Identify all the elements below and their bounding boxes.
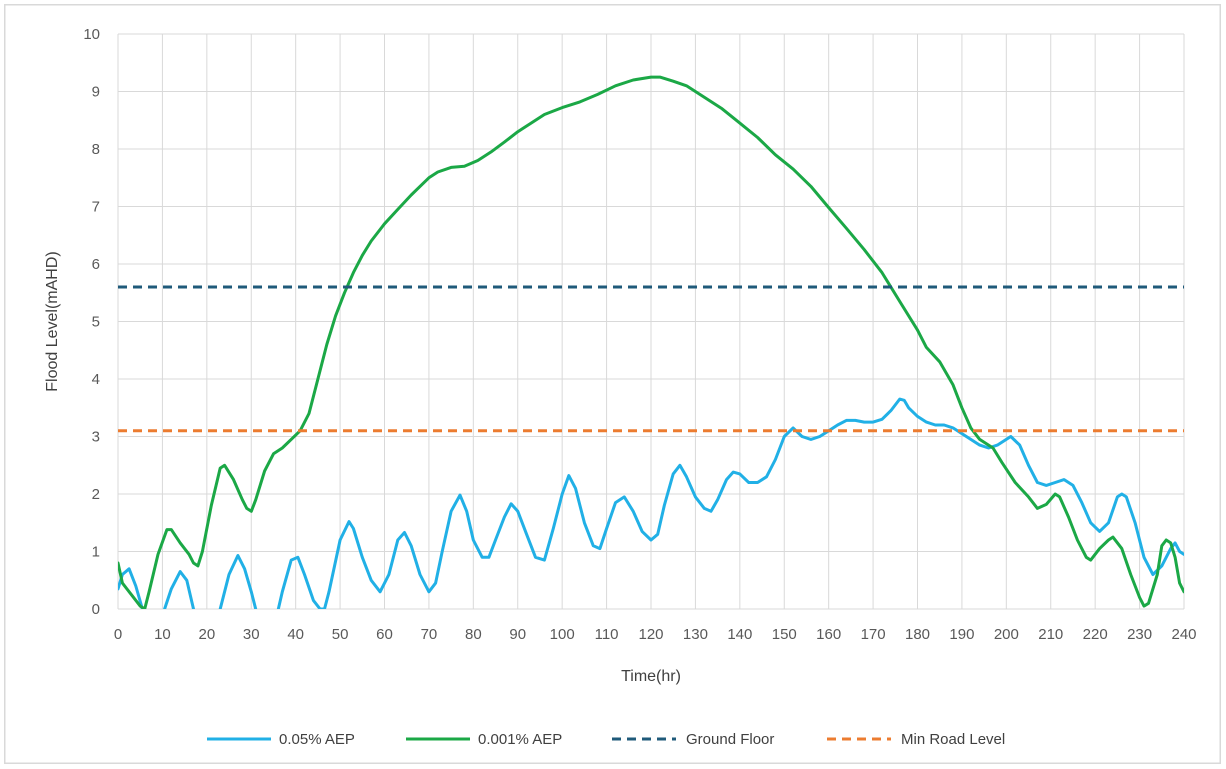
x-tick-label: 100 xyxy=(550,626,575,643)
x-tick-label: 130 xyxy=(683,626,708,643)
series-line-0-001-aep xyxy=(118,75,1184,609)
x-tick-label: 10 xyxy=(154,626,171,643)
legend-label: 0.001% AEP xyxy=(478,731,562,748)
y-tick-label: 1 xyxy=(92,544,100,561)
x-tick-label: 80 xyxy=(465,626,482,643)
legend: 0.05% AEP 0.001% AEP Ground Floor Min Road … xyxy=(207,731,1005,748)
x-tick-label: 220 xyxy=(1083,626,1108,643)
x-tick-label: 160 xyxy=(816,626,841,643)
y-axis-ticks: 0 1 2 3 4 5 6 7 8 9 10 xyxy=(83,26,100,618)
x-tick-label: 70 xyxy=(421,626,438,643)
x-tick-label: 30 xyxy=(243,626,260,643)
x-tick-label: 120 xyxy=(638,626,663,643)
x-tick-label: 150 xyxy=(772,626,797,643)
x-tick-label: 140 xyxy=(727,626,752,643)
y-tick-label: 10 xyxy=(83,26,100,43)
x-tick-label: 20 xyxy=(198,626,215,643)
x-tick-label: 170 xyxy=(861,626,886,643)
y-tick-label: 6 xyxy=(92,256,100,273)
x-axis-title: Time(hr) xyxy=(621,668,681,685)
legend-item: Ground Floor xyxy=(612,731,774,748)
legend-label: Ground Floor xyxy=(686,731,774,748)
x-axis-ticks: 0 10 20 30 40 50 60 70 80 90 100 110 120 130 140 150 160… xyxy=(114,626,1197,643)
plot-series xyxy=(118,75,1184,609)
legend-label: Min Road Level xyxy=(901,731,1005,748)
x-tick-label: 0 xyxy=(114,626,122,643)
x-tick-label: 200 xyxy=(994,626,1019,643)
x-tick-label: 110 xyxy=(595,626,619,643)
y-tick-label: 0 xyxy=(92,601,100,618)
x-tick-label: 40 xyxy=(287,626,304,643)
y-tick-label: 3 xyxy=(92,429,100,446)
x-tick-label: 60 xyxy=(376,626,393,643)
legend-item: Min Road Level xyxy=(827,731,1005,748)
gridlines xyxy=(117,33,1185,610)
legend-label: 0.05% AEP xyxy=(279,731,355,748)
legend-item: 0.05% AEP xyxy=(207,731,355,748)
x-tick-label: 190 xyxy=(949,626,974,643)
y-tick-label: 2 xyxy=(92,486,100,503)
y-tick-label: 9 xyxy=(92,84,100,101)
x-tick-label: 210 xyxy=(1038,626,1063,643)
series-line-0-05-aep xyxy=(118,397,1184,609)
x-tick-label: 240 xyxy=(1171,626,1196,643)
y-tick-label: 7 xyxy=(92,199,100,216)
x-tick-label: 230 xyxy=(1127,626,1152,643)
y-tick-label: 8 xyxy=(92,141,100,158)
y-tick-label: 5 xyxy=(92,314,100,331)
x-tick-label: 50 xyxy=(332,626,349,643)
x-tick-label: 180 xyxy=(905,626,930,643)
legend-item: 0.001% AEP xyxy=(406,731,562,748)
y-axis-title: Flood Level(mAHD) xyxy=(44,251,61,391)
chart-border xyxy=(4,4,1221,764)
y-tick-label: 4 xyxy=(92,371,100,388)
x-tick-label: 90 xyxy=(509,626,526,643)
